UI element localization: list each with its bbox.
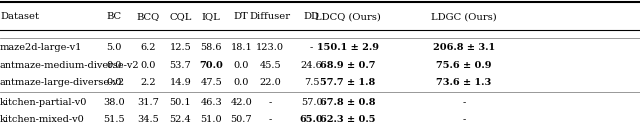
Text: 42.0: 42.0 [230,98,252,107]
Text: antmaze-large-diverse-v2: antmaze-large-diverse-v2 [0,78,125,87]
Text: 75.6 ± 0.9: 75.6 ± 0.9 [436,60,492,70]
Text: 67.8 ± 0.8: 67.8 ± 0.8 [320,98,375,107]
Text: Diffuser: Diffuser [250,12,291,21]
Text: -: - [462,115,466,124]
Text: 47.5: 47.5 [200,78,222,87]
Text: LDCQ (Ours): LDCQ (Ours) [315,12,380,21]
Text: 57.0: 57.0 [301,98,323,107]
Text: 46.3: 46.3 [200,98,222,107]
Text: 31.7: 31.7 [138,98,159,107]
Text: DT: DT [234,12,249,21]
Text: kitchen-mixed-v0: kitchen-mixed-v0 [0,115,84,124]
Text: 53.7: 53.7 [170,60,191,70]
Text: 65.0: 65.0 [300,115,324,124]
Text: CQL: CQL [170,12,191,21]
Text: -: - [268,115,272,124]
Text: 50.1: 50.1 [170,98,191,107]
Text: 0.0: 0.0 [234,78,249,87]
Text: 22.0: 22.0 [259,78,281,87]
Text: 51.5: 51.5 [103,115,125,124]
Text: 58.6: 58.6 [200,43,222,52]
Text: 70.0: 70.0 [199,60,223,70]
Text: -: - [268,98,272,107]
Text: 51.0: 51.0 [200,115,222,124]
Text: BCQ: BCQ [137,12,160,21]
Text: 5.0: 5.0 [106,43,122,52]
Text: DD: DD [304,12,320,21]
Text: antmaze-medium-diverse-v2: antmaze-medium-diverse-v2 [0,60,140,70]
Text: -: - [462,98,466,107]
Text: Dataset: Dataset [0,12,39,21]
Text: LDGC (Ours): LDGC (Ours) [431,12,497,21]
Text: 52.4: 52.4 [170,115,191,124]
Text: 0.0: 0.0 [106,60,122,70]
Text: 57.7 ± 1.8: 57.7 ± 1.8 [320,78,375,87]
Text: 38.0: 38.0 [103,98,125,107]
Text: -: - [310,43,314,52]
Text: 45.5: 45.5 [259,60,281,70]
Text: 62.3 ± 0.5: 62.3 ± 0.5 [320,115,375,124]
Text: 7.5: 7.5 [304,78,319,87]
Text: 2.2: 2.2 [141,78,156,87]
Text: 18.1: 18.1 [230,43,252,52]
Text: 50.7: 50.7 [230,115,252,124]
Text: 150.1 ± 2.9: 150.1 ± 2.9 [317,43,378,52]
Text: maze2d-large-v1: maze2d-large-v1 [0,43,83,52]
Text: 12.5: 12.5 [170,43,191,52]
Text: 0.0: 0.0 [141,60,156,70]
Text: 14.9: 14.9 [170,78,191,87]
Text: 0.0: 0.0 [106,78,122,87]
Text: 0.0: 0.0 [234,60,249,70]
Text: 24.6: 24.6 [301,60,323,70]
Text: 6.2: 6.2 [141,43,156,52]
Text: 123.0: 123.0 [256,43,284,52]
Text: 206.8 ± 3.1: 206.8 ± 3.1 [433,43,495,52]
Text: 73.6 ± 1.3: 73.6 ± 1.3 [436,78,492,87]
Text: BC: BC [106,12,122,21]
Text: kitchen-partial-v0: kitchen-partial-v0 [0,98,88,107]
Text: 68.9 ± 0.7: 68.9 ± 0.7 [320,60,375,70]
Text: IQL: IQL [202,12,221,21]
Text: 34.5: 34.5 [138,115,159,124]
